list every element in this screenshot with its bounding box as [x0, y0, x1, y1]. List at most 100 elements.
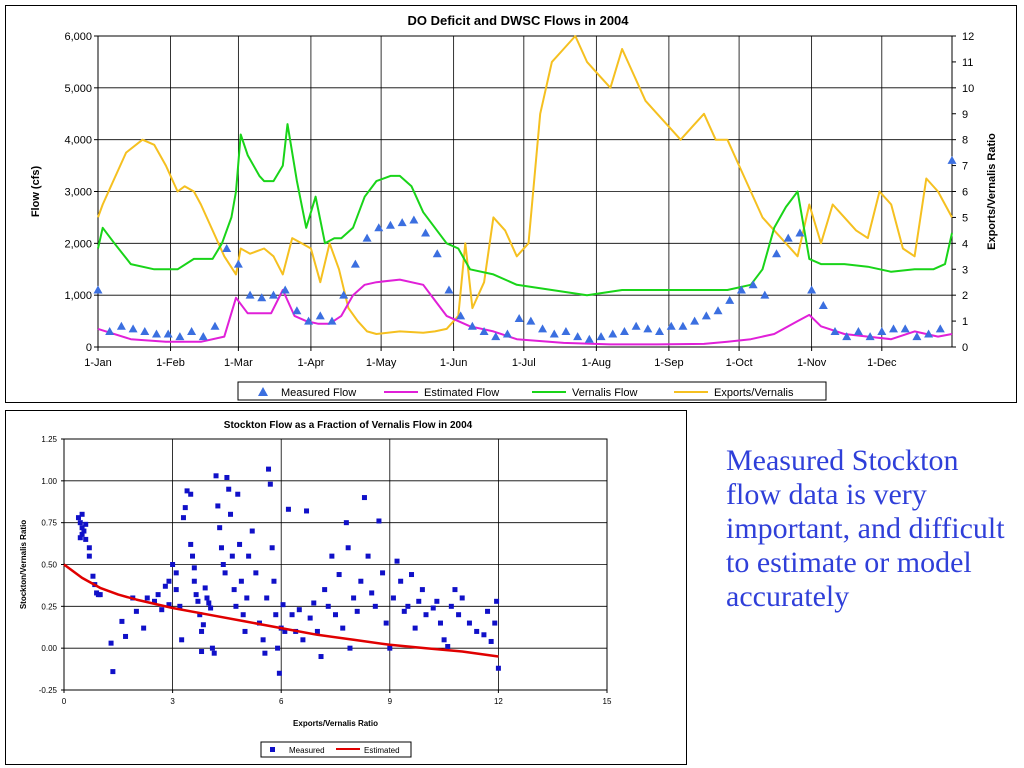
measured-point: [354, 608, 360, 614]
measured-flow-point: [140, 326, 150, 335]
measured-flow-point: [619, 326, 629, 335]
measured-flow-point: [795, 228, 805, 237]
measured-point: [273, 612, 279, 618]
measured-flow-point: [924, 329, 934, 338]
legend-label-estimated-flow: Estimated Flow: [424, 387, 499, 399]
measured-point: [226, 486, 232, 492]
legend-label-vernalis-flow: Vernalis Flow: [572, 387, 637, 399]
top-x-tick-label: 1-May: [366, 357, 397, 369]
measured-point: [229, 553, 235, 559]
measured-point: [456, 612, 462, 618]
top-y-tick-label: 2,000: [64, 238, 92, 250]
legend-item-exports-vernalis: Exports/Vernalis: [674, 387, 794, 399]
measured-flow-point: [643, 324, 653, 333]
measured-point: [77, 520, 83, 526]
measured-point: [191, 565, 197, 571]
measured-point: [336, 572, 342, 578]
measured-point: [218, 545, 224, 551]
measured-flow-point: [280, 285, 290, 294]
bottom-chart-title: Stockton Flow as a Fraction of Vernalis …: [224, 420, 473, 431]
top-x-tick-label: 1-Feb: [156, 357, 185, 369]
bottom-y-tick-label: 1.00: [41, 477, 57, 486]
measured-flow-point: [245, 290, 255, 299]
top-y-tick-label: 4,000: [64, 135, 92, 147]
measured-flow-point: [725, 295, 735, 304]
measured-flow-point: [877, 326, 887, 335]
measured-point: [141, 625, 147, 631]
measured-flow-point: [514, 313, 524, 322]
measured-point: [182, 505, 188, 511]
legend-label-measured: Measured: [289, 746, 325, 755]
series-line-vernalis-flow: [97, 123, 953, 297]
top-y2-tick-label: 11: [962, 57, 973, 69]
measured-point: [437, 620, 443, 626]
measured-point: [481, 632, 487, 638]
series-line-exports-vernalis: [97, 35, 953, 335]
bottom-chart-panel: Stockton Flow as a Fraction of Vernalis …: [5, 410, 687, 765]
measured-point: [416, 598, 422, 604]
legend-triangle-marker: [258, 387, 268, 396]
top-y2-tick-label: 5: [962, 212, 968, 224]
measured-flow-point: [222, 244, 232, 253]
measured-point: [90, 573, 96, 579]
top-x-tick-label: 1-Sep: [654, 357, 683, 369]
measured-point: [133, 608, 139, 614]
top-chart-legend: Measured Flow Estimated Flow Vernalis Fl…: [237, 381, 827, 401]
measured-point: [325, 603, 331, 609]
measured-flow-point: [818, 301, 828, 310]
bottom-x-tick-label: 6: [279, 697, 284, 706]
measured-point: [206, 600, 212, 606]
measured-point: [376, 518, 382, 524]
measured-flow-point: [748, 280, 758, 289]
bottom-y-tick-label: 1.25: [41, 435, 57, 444]
measured-point: [452, 587, 458, 593]
measured-point: [380, 570, 386, 576]
measured-point: [271, 578, 277, 584]
bottom-y-tick-label: 0.00: [41, 644, 57, 653]
measured-flow-point: [163, 329, 173, 338]
measured-flow-point: [304, 316, 314, 325]
measured-flow-point: [502, 329, 512, 338]
top-y2-tick-label: 7: [962, 161, 968, 173]
measured-point: [347, 645, 353, 651]
measured-point: [235, 491, 241, 497]
measured-flow-point: [736, 285, 746, 294]
measured-point: [180, 515, 186, 521]
measured-flow-point: [900, 324, 910, 333]
measured-point: [224, 474, 230, 480]
measured-flow-point: [491, 332, 501, 341]
legend-item-estimated: Estimated: [336, 746, 400, 755]
bottom-y-axis: -0.25 0.00 0.25 0.50 0.75 1.00 1.25: [39, 435, 64, 695]
measured-flow-point: [538, 324, 548, 333]
measured-flow-point: [584, 334, 594, 343]
bottom-chart-grid: [63, 438, 608, 691]
bottom-chart-series: [63, 466, 501, 676]
measured-point: [75, 515, 81, 521]
measured-flow-point: [842, 332, 852, 341]
measured-point: [83, 536, 89, 542]
measured-flow-point: [947, 155, 957, 164]
measured-point: [244, 595, 250, 601]
measured-flow-point: [865, 332, 875, 341]
measured-point: [209, 645, 215, 651]
measured-flow-point: [608, 329, 618, 338]
measured-point: [448, 603, 454, 609]
measured-point: [228, 511, 234, 517]
bottom-y-axis-label: Stockton/Vernalis Ratio: [19, 520, 28, 609]
top-y2-tick-label: 12: [962, 31, 974, 43]
measured-flow-point: [116, 321, 126, 330]
measured-point: [110, 669, 116, 675]
top-chart-title: DO Deficit and DWSC Flows in 2004: [407, 13, 629, 28]
top-x-tick-label: 1-Oct: [726, 357, 753, 369]
series-line-estimated-flow: [97, 278, 953, 346]
measured-point: [166, 578, 172, 584]
measured-point: [240, 612, 246, 618]
measured-point: [434, 598, 440, 604]
legend-label-estimated: Estimated: [364, 746, 400, 755]
bottom-y-tick-label: 0.25: [41, 602, 57, 611]
measured-flow-point: [830, 326, 840, 335]
measured-flow-point: [596, 332, 606, 341]
measured-point: [173, 587, 179, 593]
measured-point: [195, 598, 201, 604]
